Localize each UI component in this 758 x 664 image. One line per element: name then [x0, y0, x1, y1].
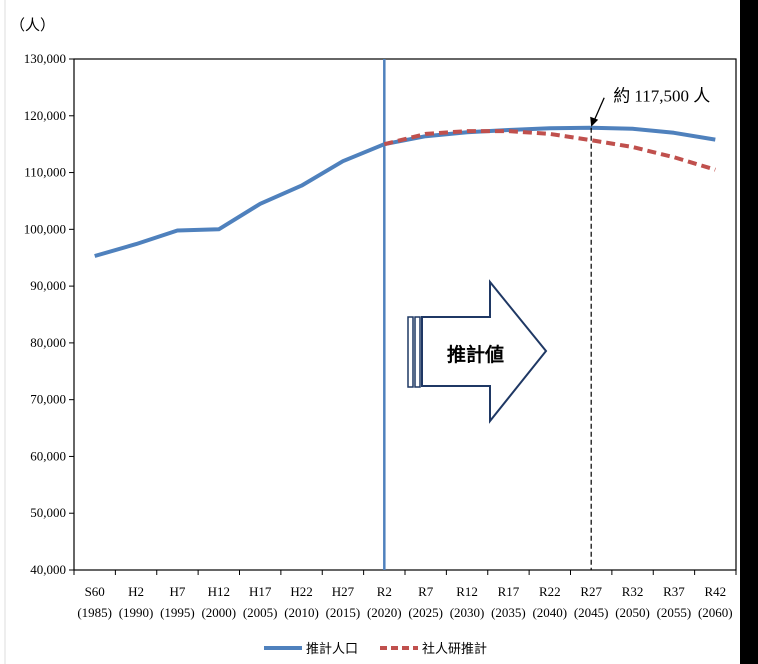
x-tick-era-label: R37 — [663, 584, 685, 599]
x-tick-era-label: H2 — [128, 584, 144, 599]
x-tick-year-label: (2025) — [408, 605, 443, 620]
x-tick-year-label: (2005) — [243, 605, 278, 620]
arrow-body — [421, 279, 548, 424]
y-tick-label: 70,000 — [30, 392, 66, 407]
x-tick-era-label: R22 — [539, 584, 561, 599]
x-tick-year-label: (2055) — [657, 605, 692, 620]
plot-area — [73, 58, 737, 571]
x-tick-year-label: (2010) — [284, 605, 319, 620]
x-tick-year-label: (1995) — [160, 605, 195, 620]
y-tick-label: 130,000 — [24, 51, 66, 66]
y-tick-label: 120,000 — [24, 108, 66, 123]
x-tick-year-label: (2020) — [367, 605, 402, 620]
x-tick-era-label: R42 — [704, 584, 726, 599]
x-tick-era-label: R7 — [418, 584, 434, 599]
x-tick-era-label: H12 — [208, 584, 230, 599]
x-tick-era-label: R32 — [622, 584, 644, 599]
x-tick-year-label: (2015) — [326, 605, 361, 620]
y-tick-label: 90,000 — [30, 278, 66, 293]
x-tick-era-label: R27 — [580, 584, 602, 599]
forecast-arrow-label: 推計値 — [447, 343, 504, 366]
y-tick-label: 40,000 — [30, 562, 66, 577]
x-tick-era-label: H27 — [332, 584, 355, 599]
x-tick-era-label: H22 — [290, 584, 312, 599]
legend: 推計人口 社人研推計 — [264, 641, 487, 657]
x-tick-year-label: (1985) — [77, 605, 112, 620]
x-tick-era-label: S60 — [85, 584, 105, 599]
peak-annotation-label: 約 117,500 人 — [613, 87, 710, 106]
x-tick-year-label: (2030) — [450, 605, 485, 620]
x-axis: S60 (1985) H2 (1990) H7 (1995) H12 (2000) H17 (20… — [73, 570, 737, 620]
series-layer — [94, 125, 716, 258]
y-tick-label: 100,000 — [24, 221, 66, 236]
y-axis: 40,000 50,000 60,000 70,000 80,000 90,000 100,… — [24, 51, 74, 577]
x-tick-era-label: R12 — [456, 584, 478, 599]
x-tick-year-label: (2040) — [532, 605, 567, 620]
series-line-ipss — [383, 129, 716, 172]
arrow-stripe-2 — [414, 316, 421, 388]
x-tick-year-label: (2035) — [491, 605, 526, 620]
forecast-arrow: 推計値 — [407, 279, 548, 424]
legend-label-estimated: 推計人口 — [306, 641, 358, 657]
x-tick-era-label: H17 — [249, 584, 272, 599]
arrow-stripe-1 — [407, 316, 414, 388]
x-tick-year-label: (2050) — [615, 605, 650, 620]
right-border-bar — [740, 0, 758, 664]
peak-annotation: 約 117,500 人 — [590, 87, 710, 570]
x-tick-year-label: (2060) — [698, 605, 733, 620]
x-tick-era-label: H7 — [169, 584, 185, 599]
x-tick-era-label: R2 — [377, 584, 392, 599]
peak-pointer-head — [590, 116, 599, 127]
y-tick-label: 110,000 — [24, 165, 66, 180]
y-tick-label: 80,000 — [30, 335, 66, 350]
y-tick-label: 60,000 — [30, 448, 66, 463]
x-tick-year-label: (1990) — [119, 605, 154, 620]
y-axis-unit: （人） — [10, 17, 55, 34]
x-tick-year-label: (2045) — [574, 605, 609, 620]
y-tick-label: 50,000 — [30, 505, 66, 520]
legend-label-ipss: 社人研推計 — [422, 641, 487, 657]
x-tick-era-label: R17 — [498, 584, 520, 599]
x-tick-year-label: (2000) — [201, 605, 236, 620]
